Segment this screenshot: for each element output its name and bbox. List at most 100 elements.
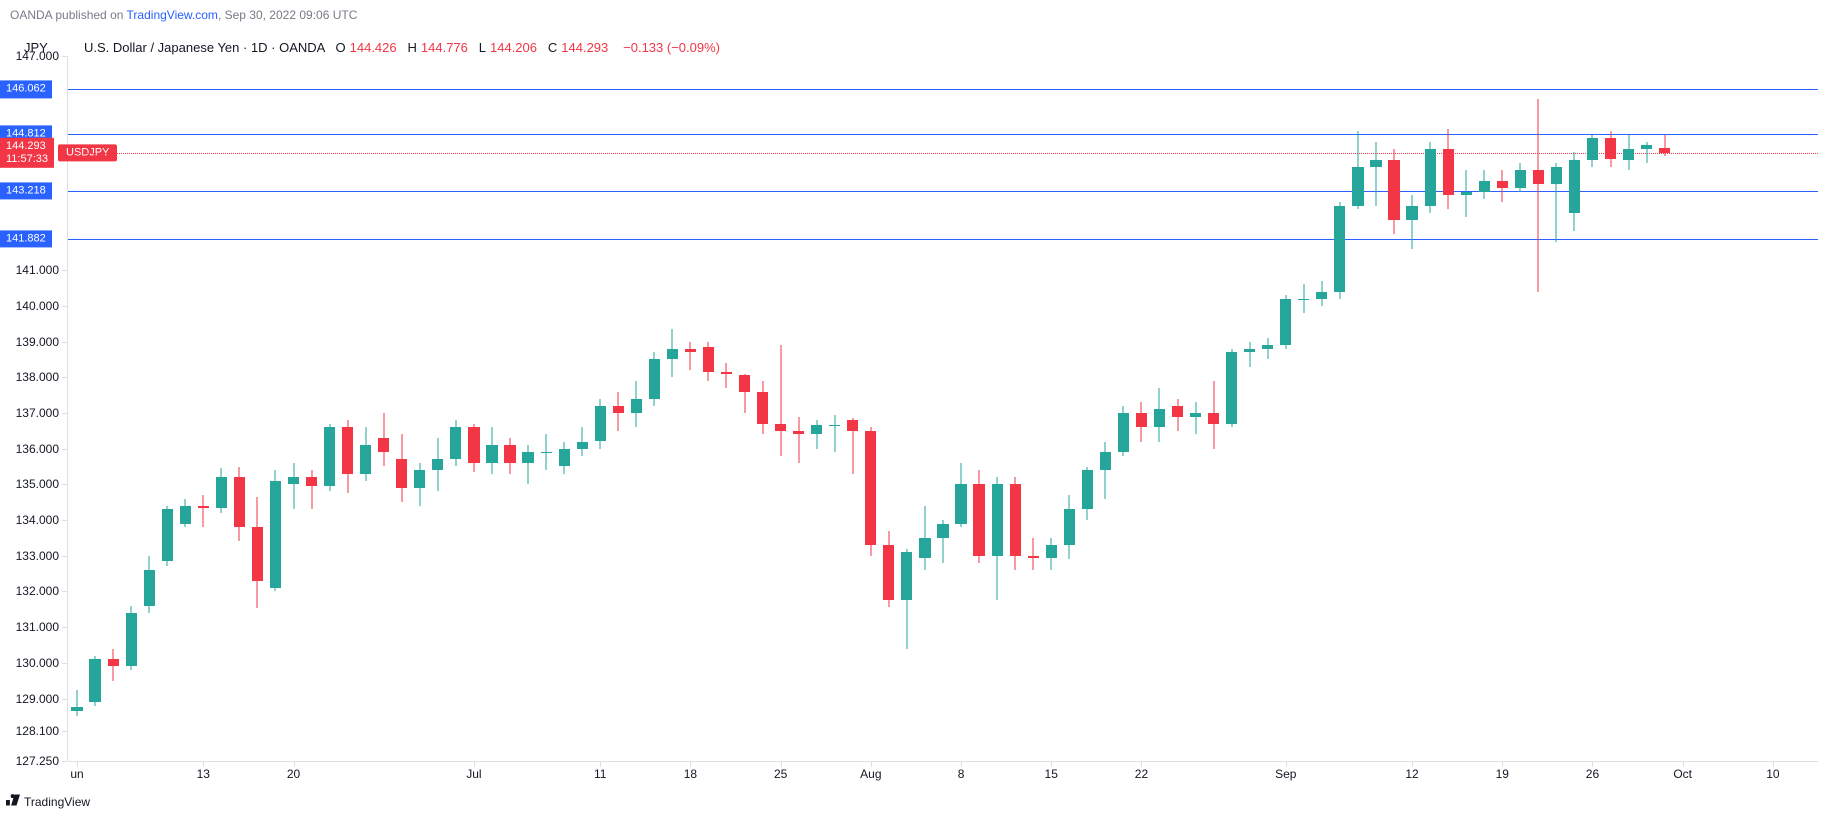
candle[interactable]: [1172, 399, 1183, 431]
candle[interactable]: [1479, 170, 1490, 199]
candle-body: [883, 545, 894, 600]
candle[interactable]: [180, 499, 191, 528]
candle[interactable]: [1010, 477, 1021, 570]
candle[interactable]: [919, 506, 930, 570]
candle[interactable]: [1551, 163, 1562, 242]
candle[interactable]: [414, 463, 425, 506]
candle[interactable]: [685, 342, 696, 371]
candle[interactable]: [1641, 142, 1652, 163]
candle[interactable]: [378, 413, 389, 467]
candle[interactable]: [955, 463, 966, 527]
candle[interactable]: [739, 374, 750, 413]
candle[interactable]: [1623, 135, 1634, 171]
candle[interactable]: [306, 470, 317, 509]
y-axis[interactable]: 147.000146.062144.812143.218141.882141.0…: [0, 56, 68, 761]
candle[interactable]: [252, 497, 263, 608]
candle[interactable]: [1388, 149, 1399, 235]
candle[interactable]: [1425, 142, 1436, 213]
candle[interactable]: [649, 352, 660, 406]
candle[interactable]: [1226, 349, 1237, 428]
candle[interactable]: [595, 399, 606, 449]
candle[interactable]: [270, 470, 281, 591]
candle[interactable]: [1100, 442, 1111, 499]
candle[interactable]: [1316, 281, 1327, 306]
candle[interactable]: [1064, 495, 1075, 559]
candle[interactable]: [667, 329, 678, 377]
candle[interactable]: [1406, 195, 1417, 249]
candle[interactable]: [1497, 170, 1508, 202]
candle[interactable]: [1533, 99, 1544, 292]
candle[interactable]: [450, 420, 461, 466]
candle[interactable]: [973, 470, 984, 563]
candle[interactable]: [71, 690, 82, 717]
candle[interactable]: [721, 363, 732, 388]
candle[interactable]: [793, 417, 804, 463]
candle[interactable]: [1298, 284, 1309, 313]
candle[interactable]: [288, 463, 299, 509]
candle[interactable]: [937, 520, 948, 563]
candle[interactable]: [396, 434, 407, 502]
candle[interactable]: [126, 606, 137, 670]
candle[interactable]: [1605, 131, 1616, 167]
candle[interactable]: [1443, 129, 1454, 209]
candle[interactable]: [1370, 142, 1381, 206]
candle[interactable]: [1028, 538, 1039, 570]
candle[interactable]: [829, 415, 840, 452]
candle[interactable]: [559, 442, 570, 474]
candle[interactable]: [486, 427, 497, 473]
horizontal-level-line[interactable]: [68, 134, 1818, 135]
candle[interactable]: [432, 438, 443, 492]
candle[interactable]: [613, 392, 624, 431]
candle[interactable]: [865, 427, 876, 556]
candle[interactable]: [1244, 342, 1255, 367]
candle[interactable]: [992, 477, 1003, 600]
candle[interactable]: [1587, 135, 1598, 167]
candle[interactable]: [1082, 467, 1093, 521]
candle[interactable]: [703, 342, 714, 381]
chart-plot-area[interactable]: [68, 56, 1818, 761]
candle[interactable]: [1569, 152, 1580, 231]
publish-site-link[interactable]: TradingView.com: [127, 8, 218, 22]
candle[interactable]: [1190, 402, 1201, 434]
candle[interactable]: [468, 424, 479, 472]
provider-footer[interactable]: TradingView: [6, 793, 90, 810]
candle[interactable]: [234, 467, 245, 542]
candle[interactable]: [89, 656, 100, 706]
candle[interactable]: [1208, 381, 1219, 449]
candle[interactable]: [883, 531, 894, 608]
candle[interactable]: [1118, 406, 1129, 456]
candle-body: [1100, 452, 1111, 470]
candle[interactable]: [1352, 131, 1363, 210]
candle[interactable]: [901, 549, 912, 649]
x-axis[interactable]: un1320Jul111825Aug81522Sep121926Oct10: [68, 761, 1818, 787]
candle[interactable]: [144, 556, 155, 613]
candle[interactable]: [360, 427, 371, 481]
candle[interactable]: [324, 424, 335, 492]
candle[interactable]: [631, 381, 642, 427]
candle[interactable]: [1461, 170, 1472, 216]
candle[interactable]: [1136, 402, 1147, 441]
candle-body: [685, 349, 696, 353]
candle[interactable]: [577, 427, 588, 456]
candle[interactable]: [342, 420, 353, 493]
candle[interactable]: [1046, 538, 1057, 570]
candle[interactable]: [162, 506, 173, 567]
candle[interactable]: [757, 381, 768, 435]
candle[interactable]: [522, 445, 533, 484]
candle[interactable]: [1515, 163, 1526, 192]
candle[interactable]: [1262, 338, 1273, 359]
candle[interactable]: [198, 495, 209, 527]
candle[interactable]: [775, 345, 786, 456]
candle[interactable]: [1280, 295, 1291, 349]
candle[interactable]: [847, 418, 858, 473]
candle[interactable]: [1334, 202, 1345, 298]
candle[interactable]: [216, 468, 227, 513]
x-tick-label: Jul: [466, 767, 481, 781]
horizontal-level-line[interactable]: [68, 89, 1818, 90]
candle[interactable]: [1659, 135, 1670, 155]
candle[interactable]: [811, 420, 822, 449]
candle[interactable]: [504, 438, 515, 474]
candle[interactable]: [108, 649, 119, 681]
candle[interactable]: [541, 434, 552, 470]
candle[interactable]: [1154, 388, 1165, 442]
